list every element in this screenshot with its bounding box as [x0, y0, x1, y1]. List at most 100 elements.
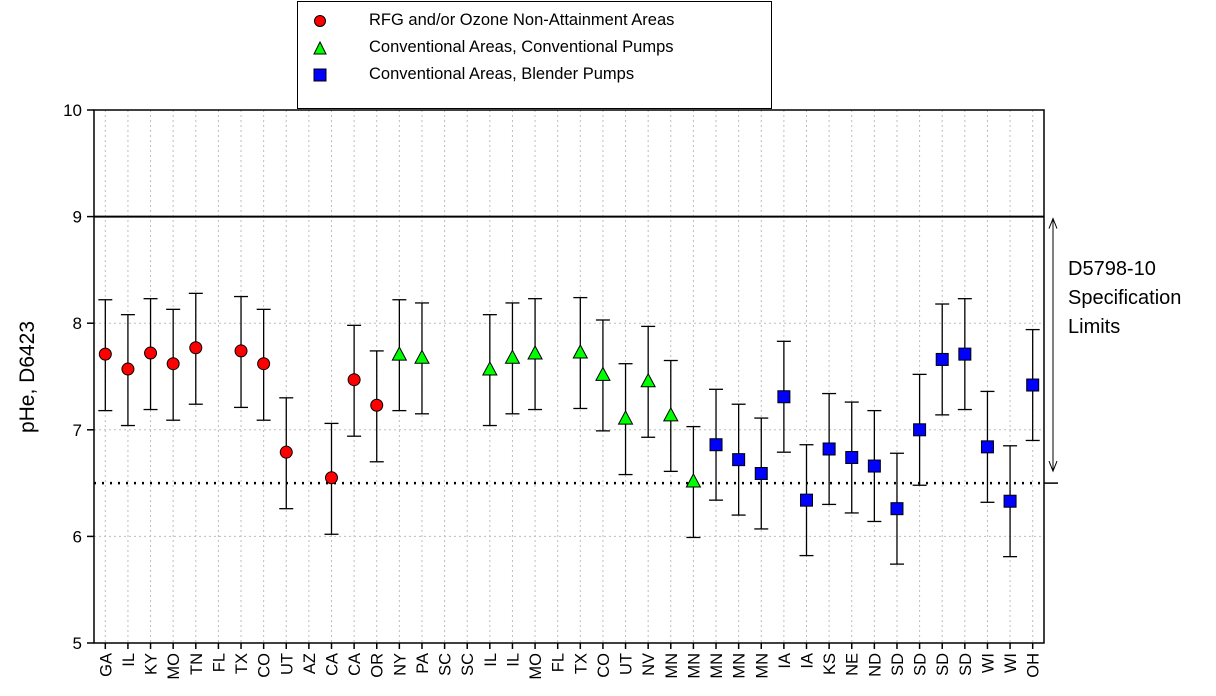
data-point-square — [822, 442, 836, 456]
x-tick-label: CO — [256, 653, 274, 678]
spec-arrow-head-down — [1048, 460, 1058, 473]
x-tick-label: CO — [595, 653, 613, 678]
data-point-square — [777, 390, 791, 404]
data-point-circle — [98, 347, 112, 361]
x-tick-label: FL — [550, 653, 568, 672]
data-point-triangle — [414, 349, 430, 364]
x-tick-label: NE — [844, 653, 862, 676]
data-point-square — [1003, 494, 1017, 508]
data-point-triangle — [527, 344, 543, 360]
data-point-triangle — [662, 406, 679, 422]
x-tick-label: NV — [640, 653, 658, 676]
plot-area-frame — [93, 109, 1045, 644]
x-tick-label: OR — [369, 653, 387, 678]
x-tick-label: FL — [210, 653, 228, 672]
x-tick-label: TN — [188, 653, 206, 675]
legend-label: RFG and/or Ozone Non-Attainment Areas — [369, 11, 675, 29]
y-axis-label: pHe, D6423 — [16, 320, 40, 433]
x-tick-label: MN — [708, 653, 726, 679]
x-tick-label: AZ — [301, 653, 319, 674]
data-point-circle — [347, 373, 361, 387]
data-point-triangle — [481, 360, 498, 376]
data-point-square — [913, 423, 927, 437]
x-tick-label: MN — [685, 653, 703, 679]
data-point-triangle — [685, 472, 702, 488]
y-tick-label: 8 — [73, 314, 82, 333]
data-point-triangle — [504, 349, 521, 364]
spec-arrow-head-up — [1048, 217, 1058, 229]
x-tick-label: NY — [391, 653, 409, 676]
x-tick-label: WI — [1002, 653, 1020, 673]
data-point-square — [890, 502, 904, 516]
x-tick-label: SD — [934, 653, 952, 676]
data-point-circle — [144, 346, 158, 360]
legend-label: Conventional Areas, Conventional Pumps — [369, 38, 674, 56]
x-tick-label: WI — [979, 653, 997, 673]
x-tick-label: CA — [324, 653, 342, 676]
x-tick-label: TX — [572, 653, 590, 674]
data-point-triangle — [572, 343, 589, 359]
green-triangle-marker-icon — [313, 40, 327, 55]
x-tick-label: SD — [912, 653, 930, 676]
x-tick-label: MO — [527, 653, 545, 680]
x-tick-label: SC — [437, 653, 455, 676]
data-point-circle — [279, 445, 293, 459]
data-point-triangle — [617, 410, 634, 425]
x-axis-ticks: GA IL KY MO TN FL TX CO UT AZ CA CA OR NY PA SC SC IL IL MO… — [97, 643, 1043, 680]
x-tick-label: MN — [663, 653, 681, 679]
data-point-square — [1026, 378, 1040, 392]
x-tick-label: SC — [459, 653, 477, 676]
x-tick-label: ND — [866, 653, 884, 677]
x-tick-label: MN — [731, 653, 749, 679]
data-point-circle — [370, 398, 384, 412]
data-point-triangle — [391, 346, 408, 361]
data-point-circle — [257, 357, 271, 371]
y-tick-label: 7 — [73, 421, 82, 440]
spec-line-2: Specification — [1068, 287, 1182, 309]
spec-limits-label: D5798-10 Specification Limits — [1068, 255, 1181, 342]
blue-square-marker-icon — [313, 68, 327, 82]
x-tick-label: IA — [776, 653, 794, 669]
legend-item-blender-pumps: Conventional Areas, Blender Pumps — [298, 63, 771, 87]
data-point-square — [800, 493, 813, 507]
y-tick-label: 10 — [63, 101, 82, 120]
data-point-circle — [325, 471, 338, 485]
y-tick-label: 6 — [73, 527, 82, 546]
data-point-square — [980, 440, 994, 454]
x-tick-label: GA — [97, 653, 115, 677]
x-tick-label: IL — [482, 653, 500, 667]
grid-lines — [94, 110, 1044, 643]
data-marks — [98, 292, 1040, 565]
y-tick-label: 5 — [73, 634, 82, 653]
data-point-circle — [189, 341, 203, 355]
data-point-square — [935, 352, 949, 366]
x-tick-label: IA — [799, 653, 817, 669]
y-axis-ticks: 5 6 7 8 9 10 — [63, 101, 94, 653]
x-tick-label: UT — [278, 653, 296, 675]
y-tick-label: 9 — [73, 208, 82, 227]
x-tick-label: TX — [233, 653, 251, 674]
legend-item-conventional-pumps: Conventional Areas, Conventional Pumps — [298, 36, 771, 60]
x-tick-label: MN — [753, 653, 771, 679]
data-point-circle — [121, 362, 135, 376]
x-tick-label: OH — [1025, 653, 1043, 678]
spec-line-1: D5798-10 — [1068, 258, 1156, 280]
spec-limit-annotation — [1048, 217, 1058, 473]
data-point-circle — [234, 344, 248, 358]
legend-item-rfg: RFG and/or Ozone Non-Attainment Areas — [298, 9, 771, 33]
legend: RFG and/or Ozone Non-Attainment Areas Co… — [297, 1, 772, 109]
data-point-triangle — [640, 372, 657, 388]
x-tick-label: KY — [143, 653, 161, 675]
data-point-square — [754, 467, 768, 481]
x-tick-label: KS — [821, 653, 839, 675]
x-tick-label: UT — [618, 653, 636, 675]
data-point-triangle — [595, 366, 611, 381]
data-point-circle — [166, 357, 180, 371]
x-tick-label: CA — [346, 653, 364, 676]
red-circle-marker-icon — [314, 15, 326, 27]
x-tick-label: IL — [120, 653, 138, 667]
spec-line-3: Limits — [1068, 316, 1121, 338]
x-tick-label: SD — [889, 653, 907, 676]
data-point-square — [709, 438, 723, 452]
